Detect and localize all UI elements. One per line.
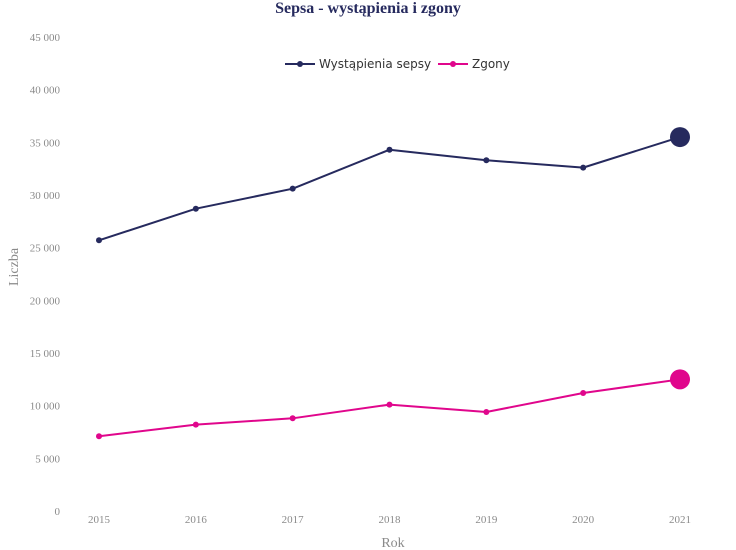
legend-marker [450,61,456,67]
x-axis-label: Rok [381,536,404,550]
data-point-highlight[interactable] [670,369,690,390]
x-tick-label: 2020 [572,514,595,526]
legend-label: Zgony [472,57,510,71]
y-tick-label: 35 000 [30,137,61,149]
y-tick-label: 25 000 [30,243,61,255]
legend-label: Wystąpienia sepsy [319,57,431,71]
data-point[interactable] [96,433,102,440]
y-axis-label: Liczba [7,247,22,286]
data-point[interactable] [289,185,296,192]
y-tick-label: 0 [55,506,61,518]
y-tick-label: 5 000 [35,453,60,465]
data-point[interactable] [483,408,490,415]
y-tick-label: 40 000 [30,85,61,97]
x-tick-label: 2015 [88,514,111,526]
data-point[interactable] [580,390,587,397]
data-point[interactable] [386,146,393,153]
y-tick-label: 10 000 [30,401,61,413]
x-tick-label: 2019 [475,514,498,526]
series-zgony [96,369,690,440]
y-tick-label: 15 000 [30,348,61,360]
data-point[interactable] [289,415,296,422]
x-tick-label: 2018 [379,514,402,526]
x-tick-label: 2017 [282,514,305,526]
data-point[interactable] [483,157,490,164]
series-wystapienia-sepsy [96,127,690,244]
data-point[interactable] [192,421,199,428]
series-layer [96,127,690,440]
data-point-highlight[interactable] [670,127,690,148]
legend[interactable]: Wystąpienia sepsy Zgony [285,57,510,71]
y-tick-label: 20 000 [30,295,61,307]
x-tick-label: 2016 [185,514,208,526]
x-tick-label: 2021 [669,514,691,526]
y-axis-ticks: 0 5 000 10 000 15 000 20 000 25 000 30 000 35 0… [30,32,61,518]
x-axis-ticks: 2015 2016 2017 2018 2019 2020 2021 [88,514,691,526]
data-point[interactable] [580,164,587,171]
series-line [98,378,681,438]
data-point[interactable] [96,237,102,244]
legend-marker [297,61,303,67]
data-point[interactable] [192,205,199,212]
chart-title: Sepsa - wystąpienia i zgony [275,0,461,17]
data-point[interactable] [386,401,393,408]
legend-item[interactable]: Zgony [438,57,510,71]
y-tick-label: 30 000 [30,190,61,202]
y-tick-label: 45 000 [30,32,61,44]
legend-item[interactable]: Wystąpienia sepsy [285,57,431,71]
